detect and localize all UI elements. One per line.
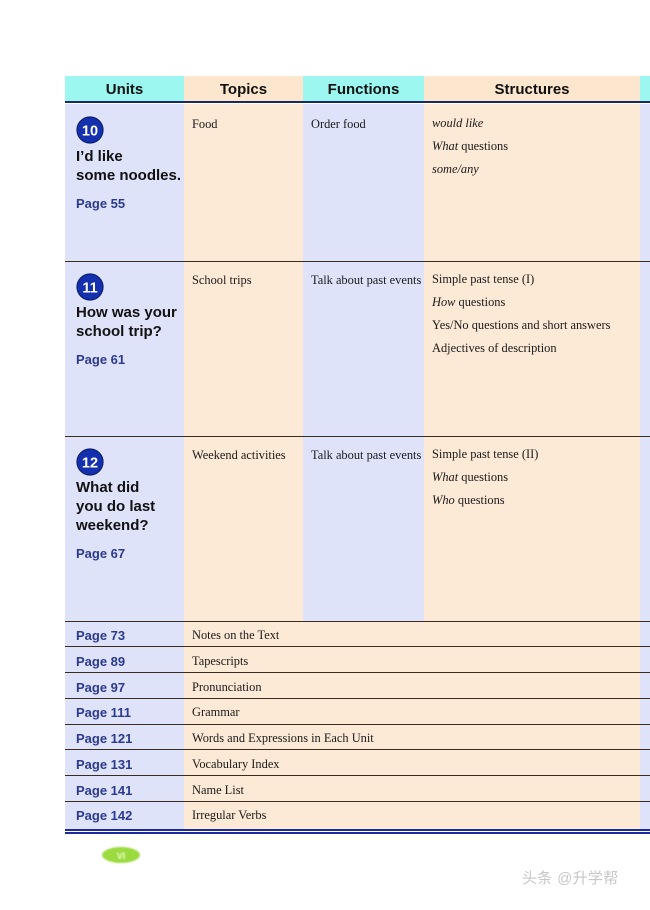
svg-text:VI: VI (117, 851, 126, 861)
svg-text:12: 12 (82, 456, 98, 472)
svg-text:11: 11 (82, 281, 97, 297)
svg-text:10: 10 (82, 124, 98, 140)
